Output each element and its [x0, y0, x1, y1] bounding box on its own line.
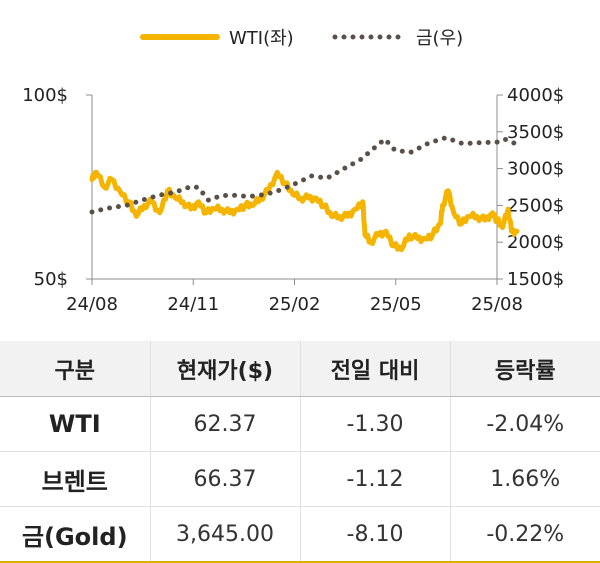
table-row: 브렌트 66.37 -1.12 1.66%	[0, 451, 600, 507]
header-cell: 전일 대비	[299, 341, 450, 397]
current-price-cell: 62.37	[149, 396, 300, 452]
legend-wti-label: WTI(좌)	[229, 28, 294, 49]
row-label: WTI	[0, 396, 150, 452]
current-price-cell: 3,645.00	[149, 506, 300, 563]
x-axis-tick-label: 25/02	[269, 294, 321, 315]
current-price-cell: 66.37	[149, 451, 300, 507]
right-axis-tick-label: 2000$	[507, 232, 564, 253]
x-axis-tick-label: 24/11	[167, 294, 219, 315]
gold-line	[89, 135, 520, 215]
right-axis-tick-label: 4000$	[507, 85, 564, 106]
left-axis-tick-label: 100$	[22, 85, 68, 106]
x-axis-tick-label: 25/05	[370, 294, 422, 315]
legend-gold-label: 금(우)	[416, 28, 463, 49]
row-label: 브렌트	[0, 451, 150, 507]
right-axis-tick-label: 1500$	[507, 269, 564, 290]
x-axis-tick-label: 25/08	[471, 294, 523, 315]
right-axis-tick-label: 3000$	[507, 159, 564, 180]
right-axis-tick-label: 2500$	[507, 195, 564, 216]
header-cell: 현재가($)	[149, 341, 300, 397]
table-header-row: 구분 현재가($) 전일 대비 등락률	[0, 341, 600, 397]
header-cell: 등락률	[449, 341, 600, 397]
header-cell: 구분	[0, 341, 150, 397]
wti-line	[89, 169, 520, 253]
change-rate-cell: -0.22%	[449, 506, 600, 563]
change-rate-cell: -2.04%	[449, 396, 600, 452]
change-rate-cell: 1.66%	[449, 451, 600, 507]
row-label: 금(Gold)	[0, 506, 150, 563]
change-cell: -1.30	[299, 396, 450, 452]
change-cell: -1.12	[299, 451, 450, 507]
table-row: WTI 62.37 -1.30 -2.04%	[0, 396, 600, 452]
x-axis-tick-label: 24/08	[66, 294, 118, 315]
right-axis-tick-label: 3500$	[507, 122, 564, 143]
change-cell: -8.10	[299, 506, 450, 563]
price-table: 구분 현재가($) 전일 대비 등락률 WTI 62.37 -1.30 -2.0…	[0, 341, 600, 563]
left-axis-tick-label: 50$	[34, 269, 68, 290]
price-chart: 100$ 50$ 4000$ 3500$ 3000$ 2500$ 2000$ 1500$ 24/…	[22, 28, 564, 315]
table-row: 금(Gold) 3,645.00 -8.10 -0.22%	[0, 506, 600, 563]
